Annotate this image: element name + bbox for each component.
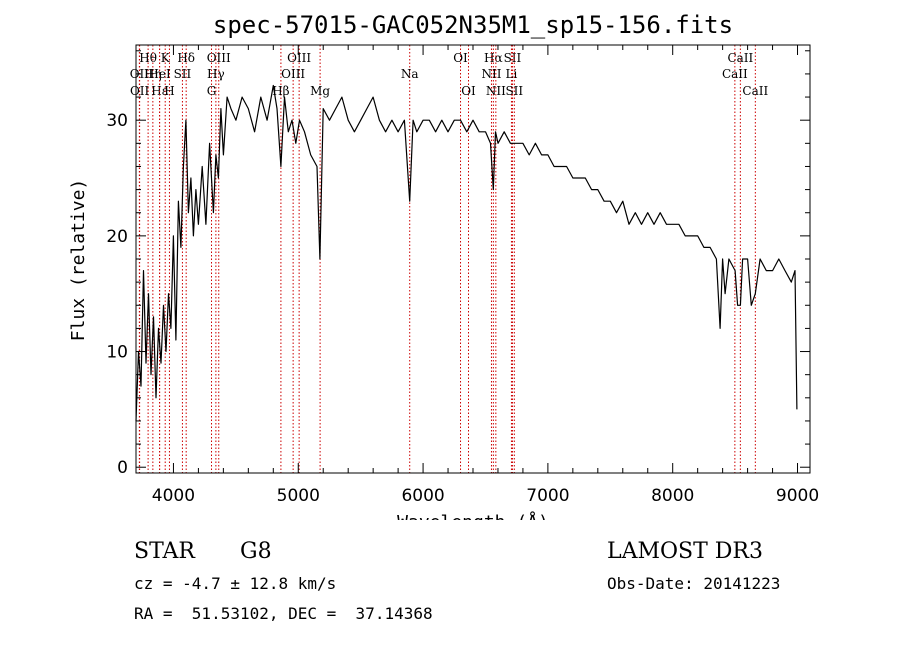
spectral-line-label: H	[164, 84, 174, 98]
spectral-line-label: CaII	[722, 67, 748, 81]
x-tick-label: 6000	[401, 486, 444, 506]
spectral-line-label: OI	[461, 84, 476, 98]
y-tick-label: 30	[106, 111, 128, 131]
spectral-line-label: SII	[174, 67, 192, 81]
y-axis-label: Flux (relative)	[68, 179, 89, 342]
spectral-line-label: SII	[505, 84, 523, 98]
object-class: STAR	[134, 539, 195, 564]
spectral-line-label: OIII	[207, 51, 231, 65]
ra-dec: RA = 51.53102, DEC = 37.14368	[134, 604, 433, 623]
spectral-line-label: NII	[486, 84, 506, 98]
chart-title: spec-57015-GAC052N35M1_sp15-156.fits	[213, 11, 733, 39]
spectral-line-label: Hθ	[139, 51, 157, 65]
spectral-line-label: Mg	[310, 84, 330, 98]
y-tick-label: 0	[117, 458, 128, 478]
spectrum-line	[135, 84, 798, 421]
object-subclass: G8	[240, 539, 272, 564]
spectral-line-label: NII	[481, 67, 501, 81]
series-layer	[135, 84, 798, 421]
x-tick-label: 8000	[651, 486, 694, 506]
spectral-line-label: Hη	[144, 67, 162, 81]
spectrum-chart: spec-57015-GAC052N35M1_sp15-156.fits Hθ O…	[68, 11, 819, 520]
x-tick-label: 4000	[152, 486, 195, 506]
y-tick-label: 10	[106, 343, 128, 363]
spectral-line-label: CaII	[742, 84, 768, 98]
spectral-line-label: Na	[401, 67, 419, 81]
x-tick-label: 9000	[776, 486, 819, 506]
survey-name: LAMOST DR3	[607, 539, 763, 564]
spectral-line-label: OIII	[287, 51, 311, 65]
spectral-line-label: K	[161, 51, 171, 65]
spectral-line-label: Hα	[484, 51, 503, 65]
spectral-line-label: OIII	[281, 67, 305, 81]
spectral-line-label: SII	[504, 51, 522, 65]
spectral-line-label: CaII	[727, 51, 753, 65]
spectral-line-label: Hβ	[272, 84, 289, 98]
x-tick-label: 7000	[526, 486, 569, 506]
spectral-line-label: G	[207, 84, 217, 98]
redshift-cz: cz = -4.7 ± 12.8 km/s	[134, 574, 337, 593]
spectral-line-label: OI	[453, 51, 468, 65]
spectral-line-label: Li	[506, 67, 518, 81]
axis-layer: 4000 5000 6000 7000 8000 9000 0 10 20 30	[106, 45, 819, 506]
spectral-line-label: Hδ	[177, 51, 195, 65]
plot-frame	[135, 44, 811, 474]
y-tick-label: 20	[106, 227, 128, 247]
x-axis-label: Wavelength (Å)	[397, 511, 549, 520]
x-tick-label: 5000	[277, 486, 320, 506]
spectral-line-label: OII	[130, 84, 150, 98]
spectral-line-label: HeI	[148, 67, 171, 81]
spectral-line-label: Hγ	[207, 67, 225, 81]
observation-date: Obs-Date: 20141223	[607, 574, 781, 593]
